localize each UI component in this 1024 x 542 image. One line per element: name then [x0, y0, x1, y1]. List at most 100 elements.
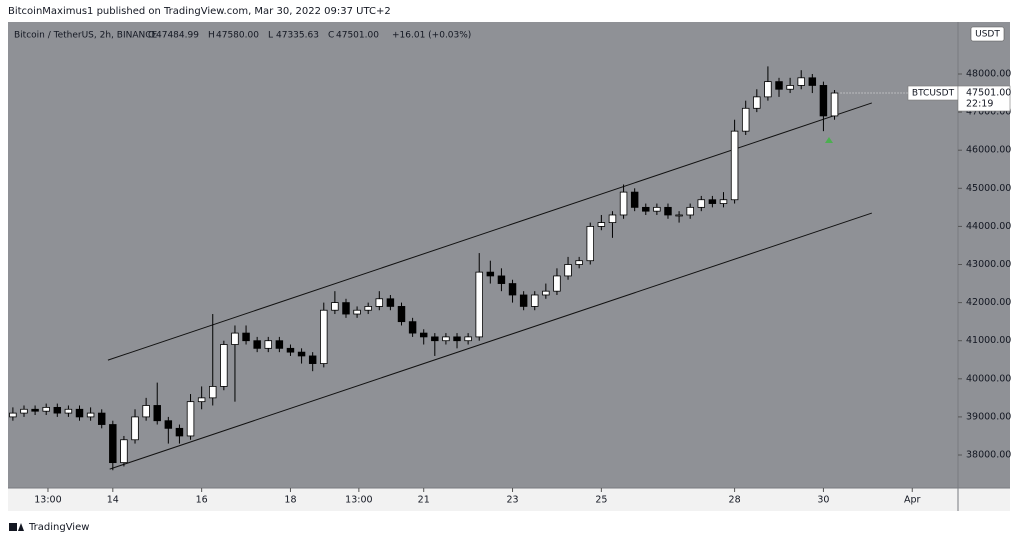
- ohlc-key: H: [208, 31, 215, 41]
- candle-body: [97, 412, 106, 425]
- candle-body: [375, 298, 384, 307]
- candle-body: [719, 199, 728, 204]
- x-tick-label: 23: [506, 495, 518, 506]
- candle: [708, 195, 717, 208]
- last-price-label: 47501.00: [966, 88, 1011, 99]
- candle-body: [64, 408, 73, 414]
- candle-body: [242, 332, 250, 342]
- candle: [775, 77, 783, 97]
- candle: [642, 203, 650, 215]
- candle: [675, 211, 683, 223]
- candle: [164, 416, 173, 444]
- candle-body: [686, 206, 694, 216]
- candle-body: [364, 306, 372, 311]
- candle: [697, 195, 706, 212]
- candle-body: [275, 340, 284, 349]
- y-tick-label: 44000.00: [966, 221, 1011, 232]
- candle: [275, 336, 284, 353]
- candle-body: [542, 290, 550, 296]
- candle: [197, 386, 206, 410]
- candle-body: [153, 405, 161, 422]
- x-tick-label: 13:00: [34, 495, 61, 506]
- candle: [209, 314, 217, 406]
- candle-body: [486, 271, 495, 277]
- candle: [597, 214, 606, 231]
- candle-body: [664, 206, 672, 216]
- ohlc-value: 47501.00: [336, 31, 379, 41]
- candle: [264, 336, 272, 353]
- candle: [364, 302, 372, 315]
- candle-body: [519, 294, 528, 307]
- x-tick-label: 18: [284, 495, 296, 506]
- candle-body: [442, 336, 450, 342]
- candle: [475, 253, 483, 341]
- candle-body: [741, 107, 750, 132]
- candle: [553, 268, 561, 295]
- brand: TradingView: [9, 522, 89, 533]
- candle-body: [120, 439, 128, 464]
- candle-body: [86, 412, 95, 418]
- candle: [64, 405, 73, 417]
- candle: [497, 268, 506, 292]
- candle: [453, 333, 461, 349]
- candle-body: [308, 355, 317, 364]
- x-tick-label: 28: [729, 495, 741, 506]
- candle-body: [697, 199, 706, 208]
- candle: [753, 89, 761, 113]
- candle: [519, 291, 528, 311]
- candle: [231, 325, 239, 402]
- candle: [664, 203, 672, 219]
- candle: [109, 420, 117, 471]
- candle: [808, 74, 817, 94]
- candle: [97, 409, 106, 429]
- candle-body: [797, 77, 805, 86]
- candle-body: [730, 130, 739, 201]
- candle: [719, 192, 728, 208]
- currency-badge[interactable]: [970, 26, 1005, 42]
- candle-body: [20, 408, 28, 414]
- candle-body: [531, 294, 539, 307]
- candle: [175, 424, 184, 444]
- ohlc-key: O: [148, 31, 155, 41]
- candle-body: [197, 397, 206, 403]
- candle: [308, 352, 317, 372]
- brand-logo: [9, 523, 17, 531]
- candle: [220, 340, 228, 391]
- y-tick-label: 40000.00: [966, 373, 1011, 384]
- candle-body: [231, 332, 239, 345]
- candle-body: [386, 298, 395, 307]
- candle: [464, 333, 472, 345]
- candle-body: [220, 344, 228, 387]
- candle: [53, 403, 62, 417]
- candle: [819, 81, 828, 132]
- ohlc-key: C: [328, 31, 334, 41]
- candle-body: [42, 406, 50, 412]
- candle: [375, 291, 384, 311]
- candle-body: [453, 336, 461, 342]
- trend-line: [107, 102, 872, 361]
- candle: [741, 100, 750, 135]
- trend-line: [109, 212, 872, 470]
- candle-body: [186, 401, 195, 437]
- candle-body: [564, 264, 572, 277]
- ohlc-value: 47484.99: [156, 31, 199, 41]
- candle: [630, 188, 639, 212]
- candle: [20, 405, 28, 417]
- candle-body: [630, 191, 639, 208]
- candle-body: [353, 309, 361, 315]
- candle: [331, 291, 339, 315]
- candle-body: [131, 416, 139, 441]
- candle: [619, 184, 628, 219]
- candle-body: [164, 420, 173, 429]
- candle-body: [31, 408, 39, 412]
- candle-body: [297, 351, 306, 357]
- y-tick-label: 39000.00: [966, 411, 1011, 422]
- candle-body: [830, 92, 839, 117]
- y-tick-label: 41000.00: [966, 335, 1011, 346]
- candle-body: [464, 336, 472, 342]
- candle: [186, 394, 195, 440]
- ohlc-value: 47580.00: [216, 31, 259, 41]
- candle: [386, 294, 395, 311]
- chart-background: [8, 22, 1010, 488]
- candle-body: [342, 302, 350, 315]
